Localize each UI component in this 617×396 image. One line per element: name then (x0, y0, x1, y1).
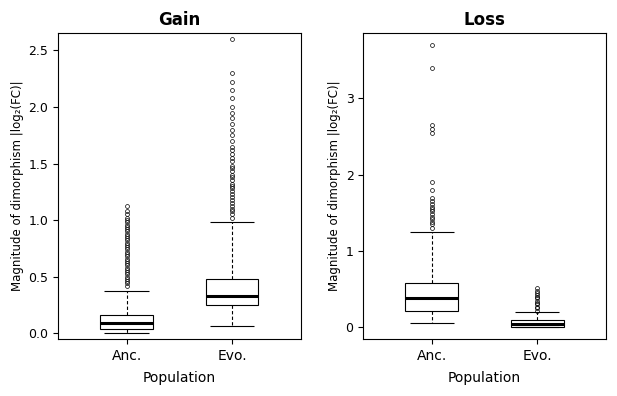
Y-axis label: Magnitude of dimorphism |log₂(FC)|: Magnitude of dimorphism |log₂(FC)| (11, 81, 24, 291)
Bar (405, 283, 458, 310)
Y-axis label: Magnitude of dimorphism |log₂(FC)|: Magnitude of dimorphism |log₂(FC)| (328, 81, 341, 291)
Bar (100, 315, 153, 329)
X-axis label: Population: Population (448, 371, 521, 385)
Title: Gain: Gain (158, 11, 201, 29)
Bar (205, 279, 259, 305)
Title: Loss: Loss (463, 11, 505, 29)
Bar (511, 320, 564, 327)
X-axis label: Population: Population (143, 371, 216, 385)
